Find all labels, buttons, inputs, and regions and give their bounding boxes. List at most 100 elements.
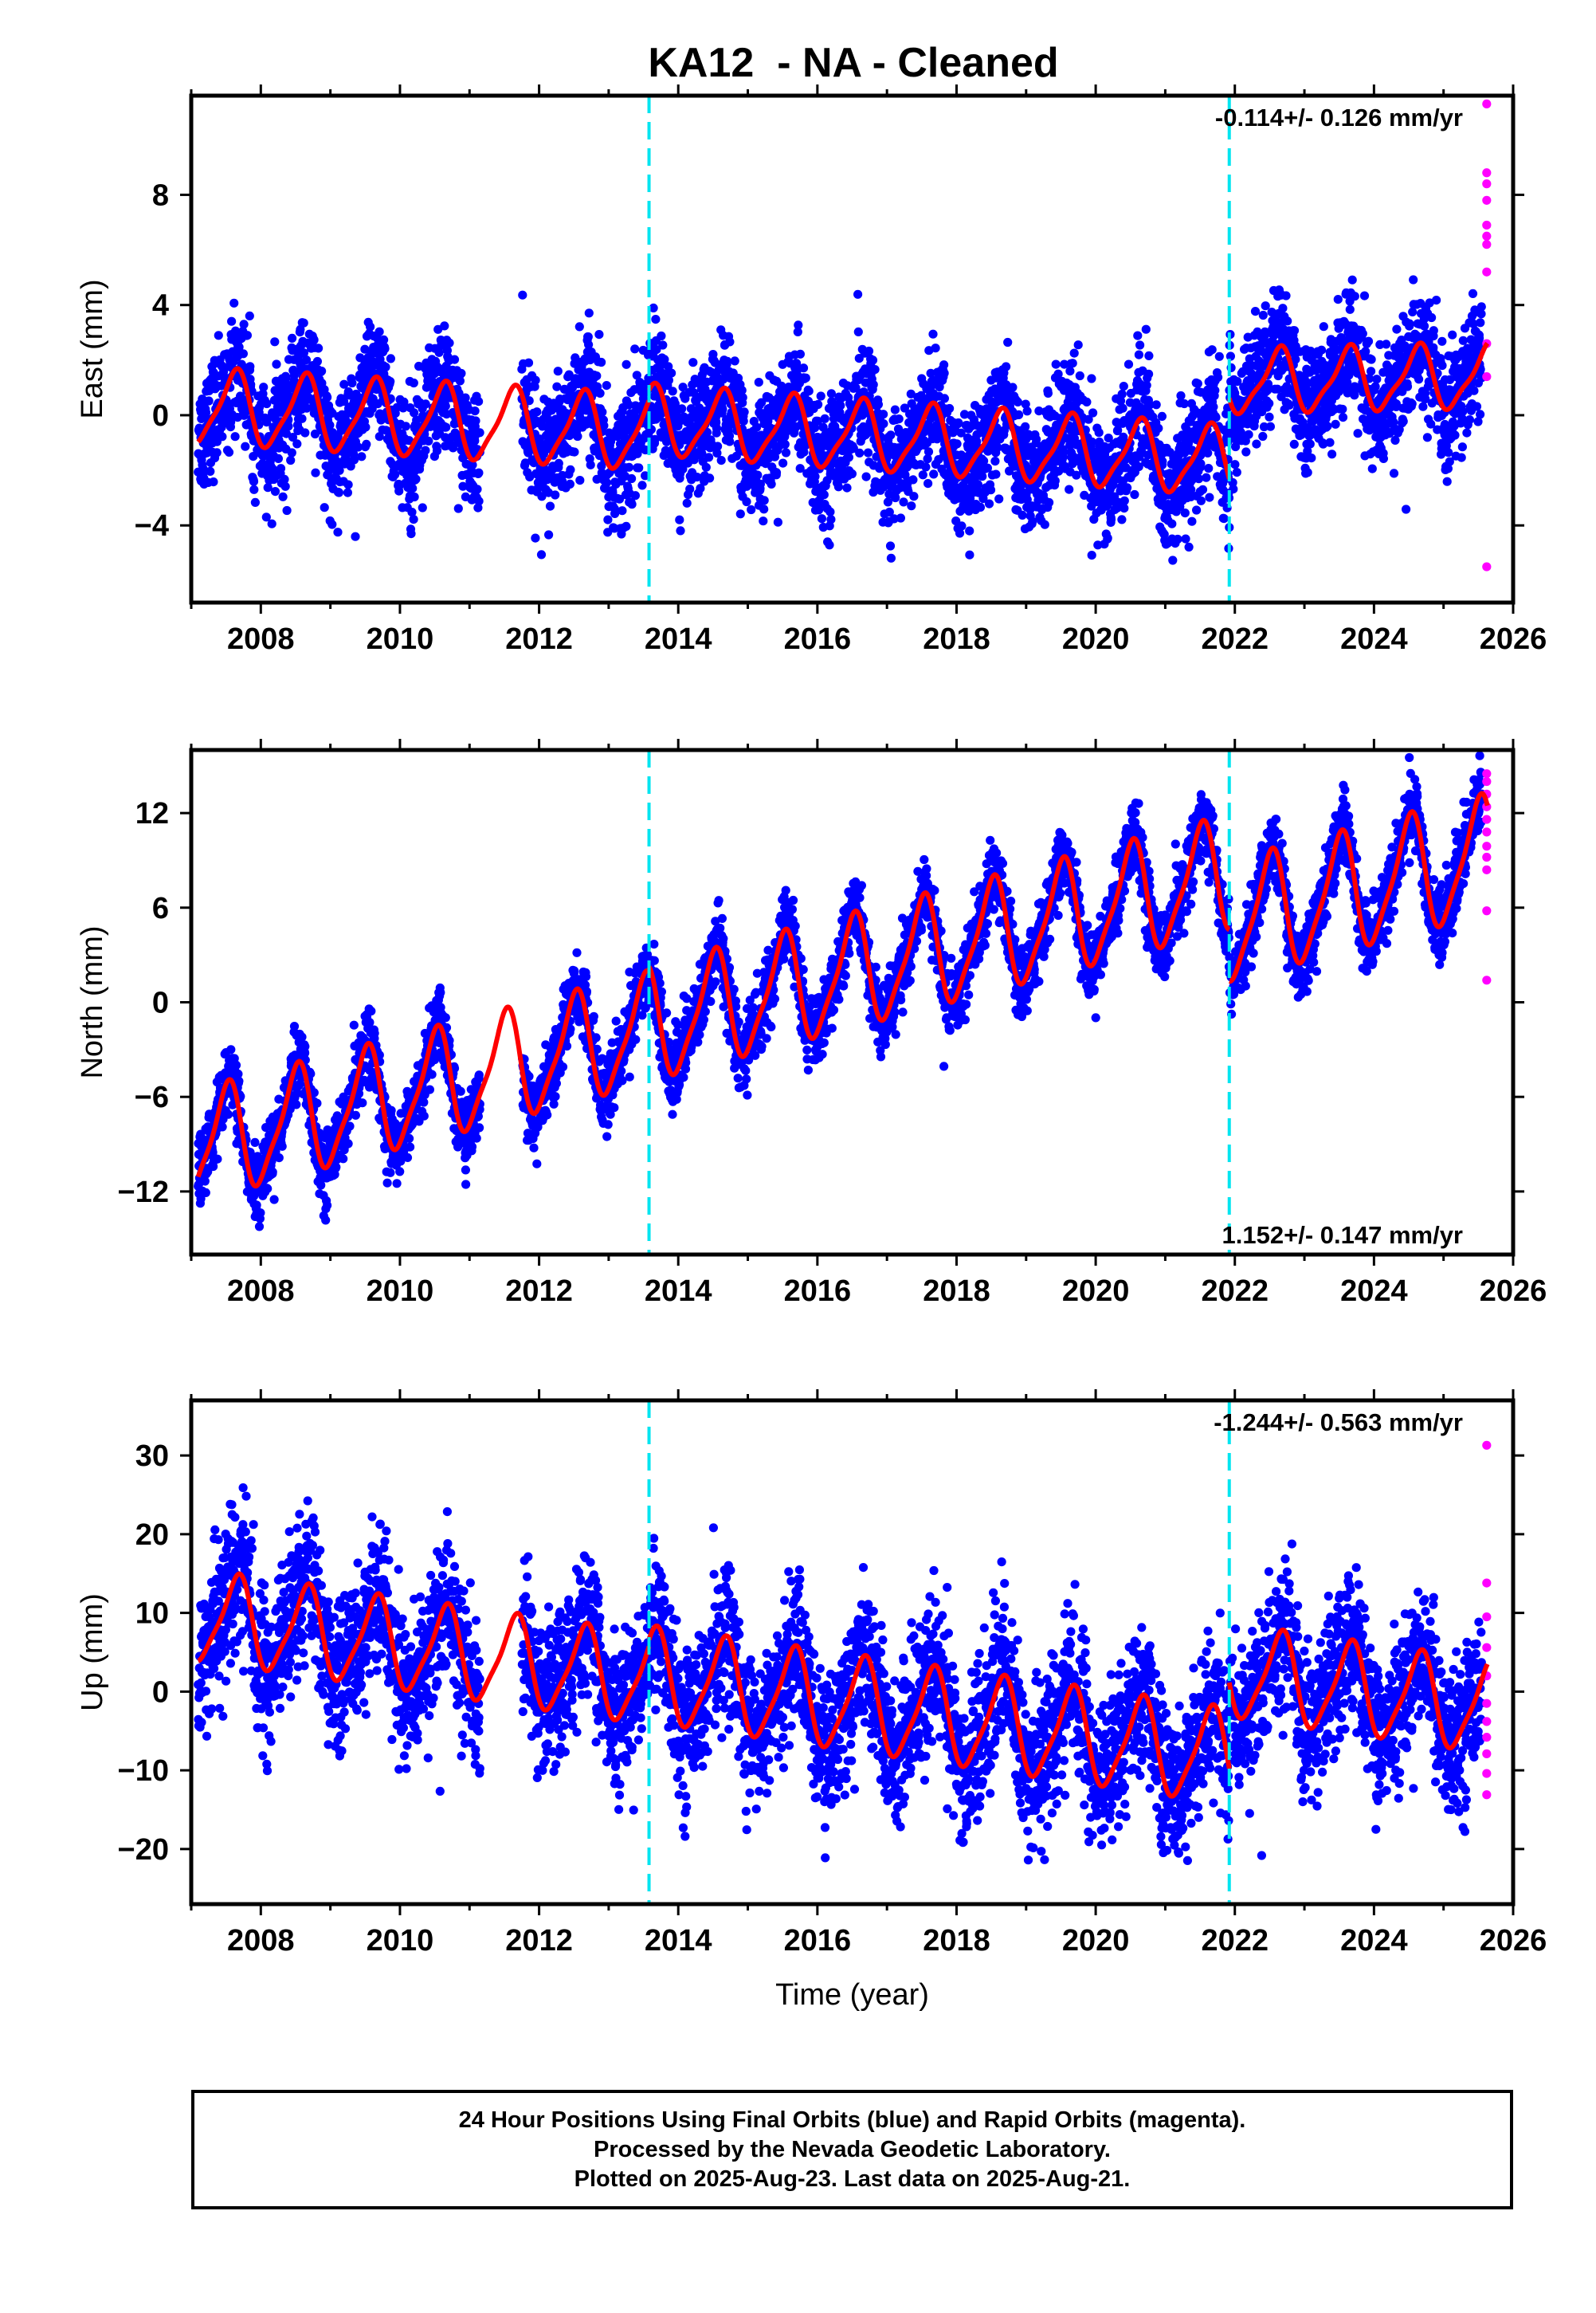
data-point: [347, 378, 357, 388]
data-point: [1419, 321, 1429, 331]
data-point: [1032, 434, 1041, 444]
data-point: [908, 475, 918, 485]
data-point: [939, 394, 949, 403]
data-point: [554, 458, 563, 469]
data-point: [1442, 477, 1452, 486]
data-point: [583, 332, 593, 342]
data-point: [868, 355, 878, 365]
data-point: [1389, 469, 1399, 478]
data-point: [923, 479, 933, 489]
data-point: [650, 434, 660, 445]
data-point: [965, 526, 974, 536]
data-point: [842, 483, 852, 493]
data-point: [885, 541, 896, 551]
data-point: [1075, 371, 1084, 381]
data-point: [1265, 412, 1274, 422]
data-point: [1167, 519, 1177, 528]
data-point: [261, 512, 271, 522]
data-point: [1135, 340, 1145, 350]
data-point: [814, 505, 824, 515]
data-point: [379, 335, 389, 344]
data-point: [278, 492, 288, 501]
data-point: [899, 497, 908, 507]
data-point: [952, 439, 962, 449]
data-point: [276, 464, 286, 473]
data-point: [1422, 433, 1432, 442]
data-point: [890, 405, 900, 414]
data-point: [1050, 476, 1060, 485]
data-point: [907, 501, 916, 511]
data-point: [224, 447, 234, 457]
data-point: [1359, 291, 1370, 300]
data-point: [299, 348, 308, 358]
data-point: [280, 481, 290, 491]
data-point: [1378, 454, 1388, 464]
data-point: [810, 423, 820, 433]
data-point: [1457, 453, 1466, 462]
data-point: [441, 433, 450, 442]
data-point: [1427, 312, 1437, 323]
data-point: [1418, 402, 1428, 411]
data-point: [325, 420, 335, 430]
data-point: [239, 320, 249, 329]
data-point: [602, 478, 612, 488]
data-point: [374, 432, 384, 442]
data-point: [1168, 556, 1178, 565]
data-point: [701, 462, 711, 472]
data-point: [1144, 351, 1154, 360]
data-point: [380, 344, 390, 354]
data-point: [675, 515, 684, 524]
data-point: [1003, 337, 1013, 348]
data-point: [1278, 304, 1288, 313]
data-point: [1117, 515, 1127, 524]
data-point: [1371, 382, 1380, 391]
data-point: [652, 345, 661, 355]
data-point: [241, 442, 250, 451]
data-point: [355, 353, 365, 363]
data-point: [227, 316, 237, 326]
data-point: [723, 356, 732, 366]
data-point: [468, 460, 477, 469]
data-point: [1214, 351, 1224, 361]
data-point: [1173, 534, 1182, 544]
data-point: [1367, 464, 1377, 473]
data-point: [461, 393, 470, 403]
data-point: [575, 476, 585, 485]
data-point: [810, 472, 820, 481]
data-point: [847, 469, 857, 479]
data-point: [312, 356, 322, 367]
data-point: [825, 507, 835, 516]
data-point: [418, 503, 427, 512]
data-point: [473, 485, 482, 494]
data-point: [259, 383, 269, 392]
data-point: [361, 422, 371, 432]
data-point: [453, 504, 463, 513]
data-point: [301, 355, 312, 365]
data-point: [991, 469, 1001, 479]
data-point: [773, 517, 783, 527]
data-point: [632, 371, 641, 380]
data-point: [793, 327, 802, 336]
data-point: [1058, 452, 1068, 461]
data-point: [545, 501, 555, 511]
data-point: [1345, 304, 1355, 314]
data-point: [1106, 515, 1116, 524]
data-point: [624, 400, 633, 410]
data-point: [801, 373, 810, 383]
data-point: [965, 550, 974, 560]
data-point: [250, 497, 260, 508]
data-point: [1021, 422, 1030, 431]
data-point: [926, 368, 935, 378]
data-point: [353, 442, 363, 452]
data-point: [606, 437, 616, 446]
chart-title: KA12 - NA - Cleaned: [648, 40, 1058, 86]
data-point: [474, 497, 484, 506]
data-point: [584, 340, 594, 349]
data-point: [1154, 423, 1163, 433]
data-point: [1087, 374, 1096, 383]
data-point: [853, 327, 863, 336]
data-point: [374, 327, 384, 336]
data-point: [1323, 422, 1332, 431]
data-point: [798, 363, 809, 373]
